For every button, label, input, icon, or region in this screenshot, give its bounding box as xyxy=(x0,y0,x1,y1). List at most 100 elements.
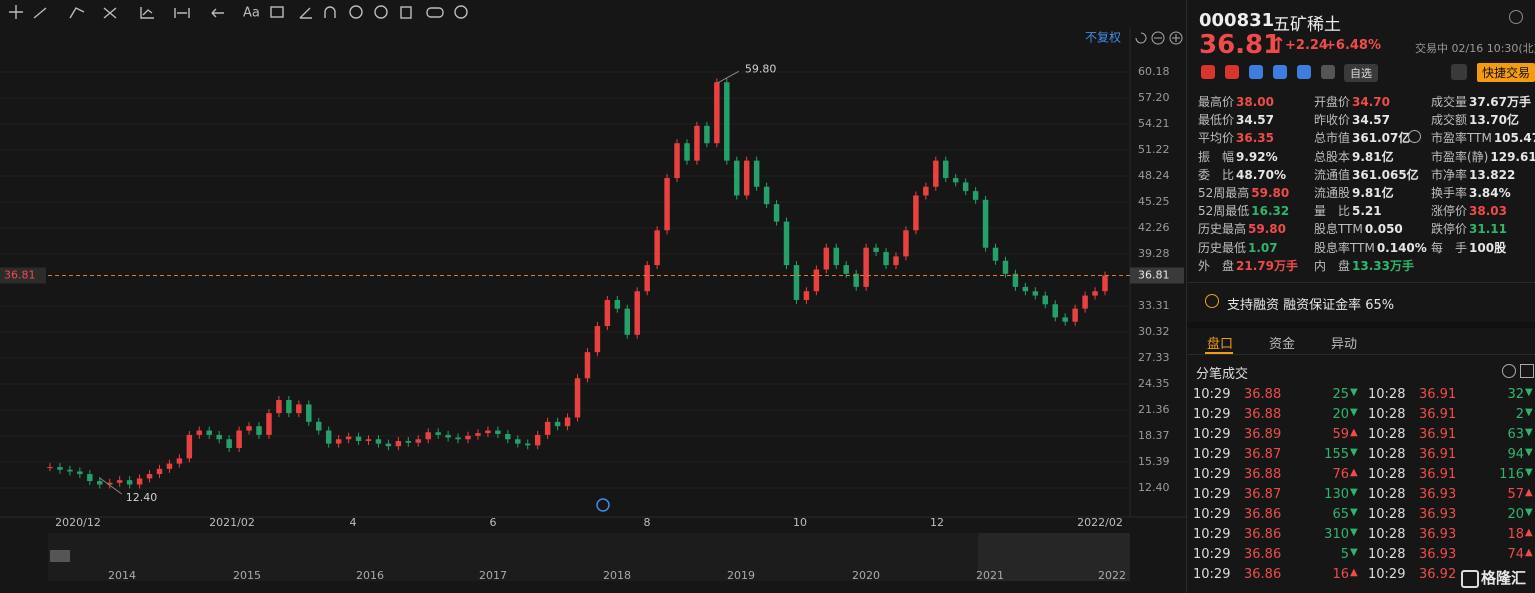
quote-value: 361.065亿 xyxy=(1352,167,1419,182)
line-tool[interactable] xyxy=(33,7,47,19)
trade-time: 10:28 xyxy=(1368,547,1406,562)
candle-body xyxy=(425,432,431,440)
current-price-tag xyxy=(0,267,46,284)
candle-body xyxy=(106,482,113,485)
trade-direction: ▼ xyxy=(1350,507,1358,518)
zoom-control[interactable] xyxy=(1172,34,1180,42)
feature-icon[interactable] xyxy=(1321,65,1335,79)
quote-item: 市盈率(静) 129.61 xyxy=(1431,148,1535,165)
candle-body xyxy=(704,125,710,144)
quote-panel: 000831 五矿稀土 36.81 ↑ +2.24 +6.48% 交易中 02/16 10:… xyxy=(1186,0,1535,593)
candle-body xyxy=(186,434,193,459)
divider xyxy=(1187,354,1535,355)
trade-direction: ▲ xyxy=(1350,467,1358,478)
y-tick-label: 42.26 xyxy=(1138,221,1170,234)
tab[interactable]: 资金 xyxy=(1269,337,1296,352)
trade-price: 36.86 xyxy=(1244,527,1282,542)
quote-item: 52周最低 16.32 xyxy=(1198,202,1289,219)
pattern-tool[interactable] xyxy=(140,7,154,19)
watch-button[interactable]: 自选 xyxy=(1344,64,1378,82)
candle-body xyxy=(604,299,611,327)
trade-time: 10:29 xyxy=(1193,547,1231,562)
hide-tool[interactable] xyxy=(374,5,388,19)
navigator-handle[interactable] xyxy=(50,550,70,562)
move-tool[interactable] xyxy=(9,5,23,19)
quote-label: 最高价 xyxy=(1198,95,1235,109)
angle-tool[interactable] xyxy=(299,7,312,19)
quote-item: 平均价 36.35 xyxy=(1198,129,1274,146)
link-tool[interactable] xyxy=(426,7,444,18)
tab[interactable]: 盘口 xyxy=(1207,337,1234,352)
x-tick-label: 6 xyxy=(490,516,497,529)
y-tick-label: 30.32 xyxy=(1138,325,1170,338)
quote-label: 涨停价 xyxy=(1431,204,1468,219)
zoom-control[interactable] xyxy=(1135,32,1147,44)
quote-value: 9.92% xyxy=(1236,149,1278,164)
eye-tool[interactable] xyxy=(349,5,363,19)
trade-volume: 63 xyxy=(1507,427,1524,442)
trade-price: 36.93 xyxy=(1419,507,1457,522)
trade-price: 36.87 xyxy=(1244,447,1282,462)
quote-label: 委 比 xyxy=(1198,167,1235,182)
candle-body xyxy=(584,352,591,379)
fib-tool[interactable] xyxy=(103,7,117,19)
trade-volume: 16 xyxy=(1332,567,1349,582)
quick-trade-button[interactable]: 快捷交易 xyxy=(1477,63,1535,82)
trade-volume: 20 xyxy=(1332,407,1349,422)
candle-body xyxy=(77,471,83,475)
arrow-tool[interactable] xyxy=(211,8,224,18)
trade-price: 36.88 xyxy=(1244,387,1282,402)
feature-icon[interactable] xyxy=(1297,65,1311,79)
quote-value: 9.81亿 xyxy=(1352,186,1394,200)
candle-body xyxy=(952,178,959,183)
trade-price: 36.86 xyxy=(1244,547,1282,562)
candle-body xyxy=(1092,291,1098,296)
trade-time: 10:28 xyxy=(1368,467,1406,482)
navigator-window xyxy=(978,533,1130,581)
settings-tool[interactable] xyxy=(454,5,468,19)
trade-volume: 155 xyxy=(1324,447,1349,462)
y-tick-label: 57.20 xyxy=(1138,91,1170,104)
quote-label: 内 盘 xyxy=(1314,258,1351,273)
text-tool[interactable]: Aa xyxy=(243,6,260,21)
quote-item: 最低价 34.57 xyxy=(1198,111,1274,128)
candle-body xyxy=(246,426,252,431)
feature-icon[interactable] xyxy=(1273,65,1287,79)
quote-item: 最高价 38.00 xyxy=(1198,93,1274,110)
trade-price: 36.88 xyxy=(1244,467,1282,482)
trade-volume: 76 xyxy=(1332,467,1349,482)
feature-icon[interactable] xyxy=(1225,65,1239,79)
quote-value: 59.80 xyxy=(1248,222,1286,237)
candle-body xyxy=(1102,275,1108,292)
quote-value: 13.33万手 xyxy=(1352,258,1414,273)
candle-body xyxy=(87,474,93,482)
quote-item: 流通股 9.81亿 xyxy=(1314,184,1394,201)
candle-body xyxy=(803,291,810,300)
candle-body xyxy=(515,439,521,444)
candle-body xyxy=(654,230,660,266)
magnet-tool[interactable] xyxy=(324,6,336,18)
quote-value: 3.84% xyxy=(1469,186,1511,200)
delete-tool[interactable] xyxy=(400,6,412,19)
margin-coin xyxy=(1205,294,1219,308)
note-tool[interactable] xyxy=(270,6,284,18)
x-tick-label: 10 xyxy=(793,516,807,529)
feature-icon[interactable] xyxy=(1201,65,1215,79)
quote-label: 流通股 xyxy=(1314,186,1351,200)
channel-tool[interactable] xyxy=(69,7,85,19)
quote-label: 市净率 xyxy=(1431,167,1468,182)
adjust-button[interactable]: 不复权 xyxy=(1085,31,1121,45)
more-icon xyxy=(1408,130,1421,143)
candle-body xyxy=(206,430,212,435)
tab[interactable]: 异动 xyxy=(1331,337,1358,352)
candle-body xyxy=(694,125,700,161)
low-label: 12.40 xyxy=(126,491,158,504)
quote-item: 成交额 13.70亿 xyxy=(1431,111,1519,128)
trade-volume: 59 xyxy=(1332,427,1349,442)
quote-item: 委 比 48.70% xyxy=(1198,166,1286,183)
quote-item: 股息TTM 0.050 xyxy=(1314,220,1403,237)
feature-icon[interactable] xyxy=(1249,65,1263,79)
measure-tool[interactable] xyxy=(174,8,190,18)
quote-value: 0.140% xyxy=(1376,240,1427,255)
